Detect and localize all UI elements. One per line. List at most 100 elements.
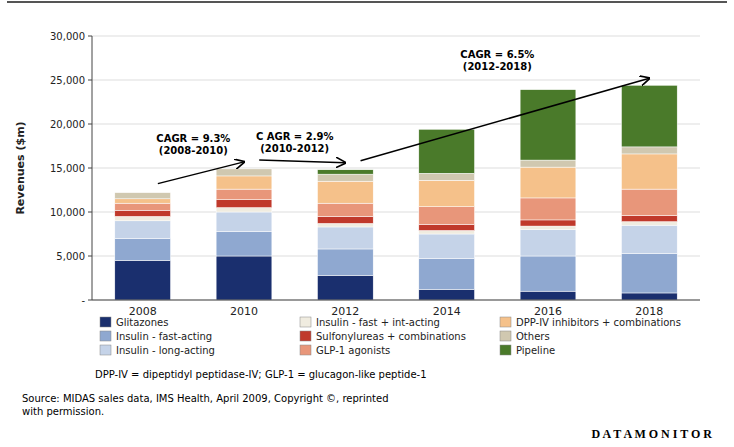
bar-segment bbox=[115, 238, 171, 260]
y-tick-label: 20,000 bbox=[50, 119, 85, 130]
bar-segment bbox=[621, 225, 677, 253]
bar-segment bbox=[317, 275, 373, 300]
bar-segment bbox=[317, 181, 373, 203]
bar-segment bbox=[520, 160, 576, 167]
tick-mark bbox=[88, 80, 92, 81]
legend-swatch bbox=[100, 331, 111, 341]
bar-segment bbox=[115, 260, 171, 300]
text-line: (2012-2018) bbox=[463, 61, 532, 72]
annotations: CAGR = 9.3%(2008-2010) C AGR = 2.9%(2010-… bbox=[156, 49, 649, 183]
bar-segment bbox=[520, 256, 576, 291]
bar-segment bbox=[115, 199, 171, 203]
bar-segment bbox=[115, 193, 171, 199]
annotation: CAGR = 6.5%(2012-2018) bbox=[460, 49, 534, 72]
bar-segment bbox=[115, 203, 171, 210]
bar-segment bbox=[419, 207, 475, 225]
bar-segment bbox=[621, 147, 677, 154]
legend-label: Insulin - fast-acting bbox=[116, 331, 212, 342]
footnote: DPP-IV = dipeptidyl peptidase-IV; GLP-1 … bbox=[95, 369, 427, 380]
grid-line bbox=[92, 256, 700, 257]
tick-mark bbox=[88, 168, 92, 169]
bar-segment bbox=[419, 230, 475, 234]
bar-segment bbox=[419, 180, 475, 206]
text-line: (2008-2010) bbox=[159, 145, 228, 156]
grid-line bbox=[92, 80, 700, 81]
legend-swatch bbox=[500, 345, 511, 355]
y-tick-label: 25,000 bbox=[50, 75, 85, 86]
legend-label: DPP-IV inhibitors + combinations bbox=[516, 317, 681, 328]
legend-swatch bbox=[500, 331, 511, 341]
grid-line bbox=[92, 168, 700, 169]
text-line: CAGR = 6.5% bbox=[460, 49, 534, 60]
bar-segment bbox=[520, 226, 576, 230]
bar-segment bbox=[216, 256, 272, 300]
bar-segment bbox=[419, 259, 475, 290]
legend-swatch bbox=[500, 317, 511, 327]
legend-swatch bbox=[300, 331, 311, 341]
legend-label: Others bbox=[516, 331, 550, 342]
bar-segment bbox=[621, 189, 677, 215]
tick-mark bbox=[88, 256, 92, 257]
y-tick-label: 15,000 bbox=[50, 163, 85, 174]
x-tick-label: 2010 bbox=[230, 305, 258, 318]
bar-segment bbox=[419, 173, 475, 180]
bar-segment bbox=[317, 216, 373, 223]
bar-segment bbox=[520, 167, 576, 198]
bar-segment bbox=[317, 203, 373, 216]
chart: -5,00010,00015,00020,00025,00030,0002008… bbox=[0, 0, 734, 447]
annotation: CAGR = 9.3%(2008-2010) bbox=[156, 133, 230, 156]
legend-label: Insulin - fast + int-acting bbox=[316, 317, 440, 328]
annotation-arrow bbox=[158, 162, 244, 184]
y-tick-label: 5,000 bbox=[56, 251, 85, 262]
bar-segment bbox=[520, 291, 576, 300]
bar-segment bbox=[621, 293, 677, 300]
bar-segment bbox=[115, 216, 171, 220]
legend-label: Glitazones bbox=[116, 317, 168, 328]
tick-mark bbox=[88, 124, 92, 125]
bar-segment bbox=[621, 216, 677, 222]
text-line: C AGR = 2.9% bbox=[256, 131, 334, 142]
bar-segment bbox=[317, 223, 373, 227]
bar-segment bbox=[115, 210, 171, 216]
bar-segment bbox=[216, 208, 272, 212]
y-axis-label: Revenues ($m) bbox=[14, 121, 27, 214]
y-tick-label: 10,000 bbox=[50, 207, 85, 218]
bar-segment bbox=[621, 154, 677, 189]
x-axis bbox=[92, 300, 700, 301]
y-ticks: -5,00010,00015,00020,00025,00030,000 bbox=[50, 31, 92, 306]
text-line: (2010-2012) bbox=[260, 143, 329, 154]
source: Source: MIDAS sales data, IMS Health, Ap… bbox=[22, 393, 388, 417]
annotation-arrow bbox=[259, 160, 345, 163]
tick-mark bbox=[88, 212, 92, 213]
bar-segment bbox=[216, 189, 272, 200]
bar-segment bbox=[115, 221, 171, 239]
brand: D A T A M O N I T O R bbox=[592, 427, 713, 441]
legend: Glitazones Insulin - fast-acting Insulin -… bbox=[100, 317, 681, 356]
background bbox=[0, 0, 734, 447]
bar-segment bbox=[115, 192, 171, 193]
grid-line bbox=[92, 36, 700, 37]
bar-segment bbox=[317, 174, 373, 181]
bar-segment bbox=[419, 289, 475, 300]
bar-segment bbox=[419, 224, 475, 230]
legend-label: Sulfonylureas + combinations bbox=[316, 331, 466, 342]
bar-segment bbox=[520, 90, 576, 160]
legend-swatch bbox=[300, 317, 311, 327]
bar-segment bbox=[621, 85, 677, 147]
bar-segment bbox=[520, 220, 576, 226]
legend-label: Insulin - long-acting bbox=[116, 345, 215, 356]
grid-line bbox=[92, 212, 700, 213]
grid-line bbox=[92, 124, 700, 125]
bar-segment bbox=[317, 227, 373, 249]
text-line: Source: MIDAS sales data, IMS Health, Ap… bbox=[22, 393, 388, 404]
bars bbox=[115, 85, 677, 300]
bar-segment bbox=[216, 212, 272, 231]
bar-segment bbox=[520, 198, 576, 220]
bar-segment bbox=[216, 169, 272, 176]
bar-segment bbox=[216, 176, 272, 189]
annotation-arrow bbox=[361, 78, 650, 160]
bar-segment bbox=[216, 168, 272, 169]
text-line: CAGR = 9.3% bbox=[156, 133, 230, 144]
legend-swatch bbox=[100, 317, 111, 327]
bar-segment bbox=[621, 222, 677, 226]
